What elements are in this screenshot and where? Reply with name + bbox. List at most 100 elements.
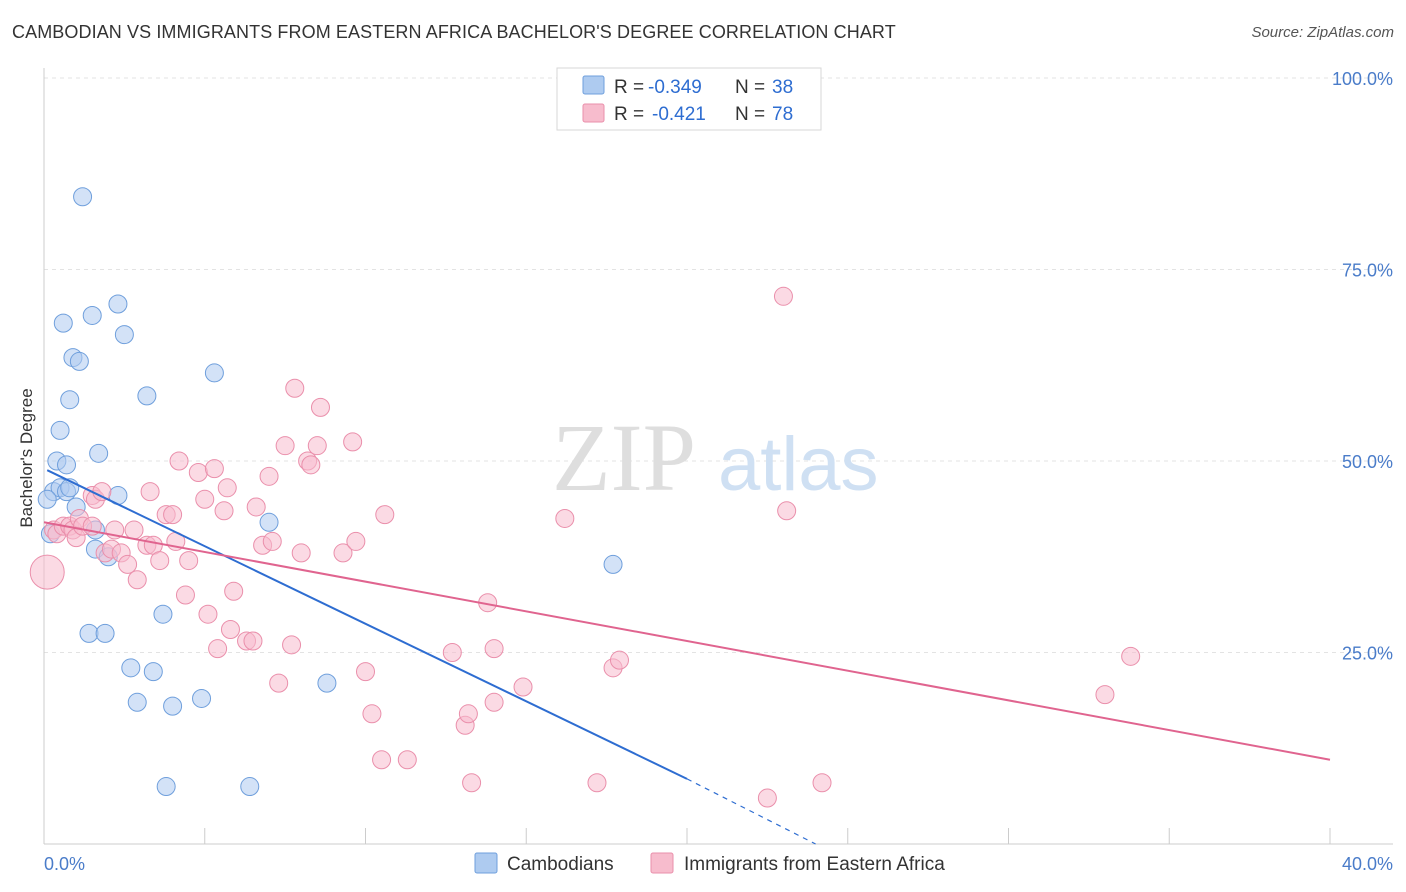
trendline-eastern-africa [43,521,1331,761]
point-cambodians [163,696,183,716]
point-eastern-africa [285,378,305,398]
point-cambodians [156,777,176,797]
point-eastern-africa [124,520,144,540]
point-eastern-africa [282,635,302,655]
point-cambodians [240,777,260,797]
point-eastern-africa [362,704,382,724]
point-eastern-africa [307,436,327,456]
point-eastern-africa [169,451,189,471]
point-eastern-africa [587,773,607,793]
point-eastern-africa [333,543,353,563]
point-cambodians [37,489,57,509]
point-cambodians [95,623,115,643]
point-cambodians [73,187,93,207]
point-cambodians [259,512,279,532]
point-eastern-africa [773,286,793,306]
point-eastern-africa [246,497,266,517]
point-eastern-africa [458,704,478,724]
point-cambodians [82,305,102,325]
point-cambodians [127,692,147,712]
point-cambodians [50,420,70,440]
point-cambodians [57,455,77,475]
stats-legend-swatch-cambodians [582,75,605,95]
point-eastern-africa [140,482,160,502]
point-eastern-africa [372,750,392,770]
point-eastern-africa [163,505,183,525]
point-eastern-africa [777,501,797,521]
stats-legend-n-value-eastern-africa: 78 [772,104,793,125]
watermark-zip: ZIP [552,404,696,511]
point-eastern-africa [397,750,417,770]
chart-title: CAMBODIAN VS IMMIGRANTS FROM EASTERN AFR… [12,22,896,42]
point-eastern-africa [262,531,282,551]
stats-legend: R = -0.349 N = 38 R = -0.421 N = 78 [556,67,822,131]
y-tick-labels: 25.0% 50.0% 75.0% 100.0% [1332,69,1393,664]
point-cambodians [603,554,623,574]
point-eastern-africa [375,505,395,525]
y-tick-label: 100.0% [1332,69,1393,89]
stats-legend-n-value-cambodians: 38 [772,77,793,98]
stats-legend-r-value-eastern-africa: -0.421 [652,104,706,125]
stats-legend-r-label-eastern-africa: R = [614,104,644,125]
point-eastern-africa [484,692,504,712]
point-eastern-africa [442,643,462,662]
point-eastern-africa [92,482,112,502]
stats-legend-r-label-cambodians: R = [614,77,644,98]
point-cambodians [153,604,173,624]
point-eastern-africa [275,436,295,456]
point-eastern-africa [757,788,777,808]
bottom-legend-label-cambodians: Cambodians [507,854,614,875]
series-cambodians-points [37,187,623,797]
point-eastern-africa [1095,685,1115,705]
point-eastern-africa [29,554,65,590]
point-cambodians [53,313,73,333]
point-eastern-africa [812,773,832,793]
point-eastern-africa [214,501,234,521]
axes [43,68,1393,845]
point-cambodians [137,386,157,406]
point-cambodians [69,351,89,371]
point-cambodians [60,390,80,410]
stats-legend-n-label-eastern-africa: N = [735,104,765,125]
point-eastern-africa [484,639,504,659]
stats-legend-swatch-eastern-africa [582,103,605,123]
x-tick-label-min: 0.0% [44,854,85,874]
y-tick-label: 25.0% [1342,644,1393,664]
point-eastern-africa [462,773,482,793]
point-eastern-africa [259,466,279,486]
point-cambodians [79,623,99,643]
point-eastern-africa [127,570,147,590]
point-cambodians [192,688,212,708]
bottom-legend-swatch-eastern-africa [650,852,674,874]
x-ticks [43,828,1331,844]
point-eastern-africa [150,551,170,571]
point-eastern-africa [301,455,321,475]
bottom-legend-swatch-cambodians [474,852,498,874]
point-eastern-africa [224,581,244,601]
y-axis-label: Bachelor's Degree [17,388,36,527]
point-eastern-africa [198,604,218,624]
point-eastern-africa [188,462,208,482]
point-eastern-africa [513,677,533,697]
point-cambodians [317,673,337,693]
point-eastern-africa [118,554,138,574]
point-eastern-africa [217,478,237,498]
stats-legend-r-value-cambodians: -0.349 [648,77,702,98]
point-eastern-africa [175,585,195,605]
bottom-legend-label-eastern-africa: Immigrants from Eastern Africa [684,854,945,875]
trendlines [43,469,1331,845]
point-eastern-africa [269,673,289,693]
point-eastern-africa [220,620,240,640]
point-eastern-africa [204,459,224,479]
watermark: ZIP atlas [552,404,879,511]
point-cambodians [121,658,141,678]
point-eastern-africa [356,662,375,682]
bottom-legend: Cambodians Immigrants from Eastern Afric… [474,852,945,875]
point-cambodians [204,363,224,383]
point-eastern-africa [310,397,330,417]
point-eastern-africa [195,489,215,509]
watermark-atlas: atlas [718,422,879,507]
chart-source: Source: ZipAtlas.com [1251,24,1394,41]
point-eastern-africa [291,543,311,563]
